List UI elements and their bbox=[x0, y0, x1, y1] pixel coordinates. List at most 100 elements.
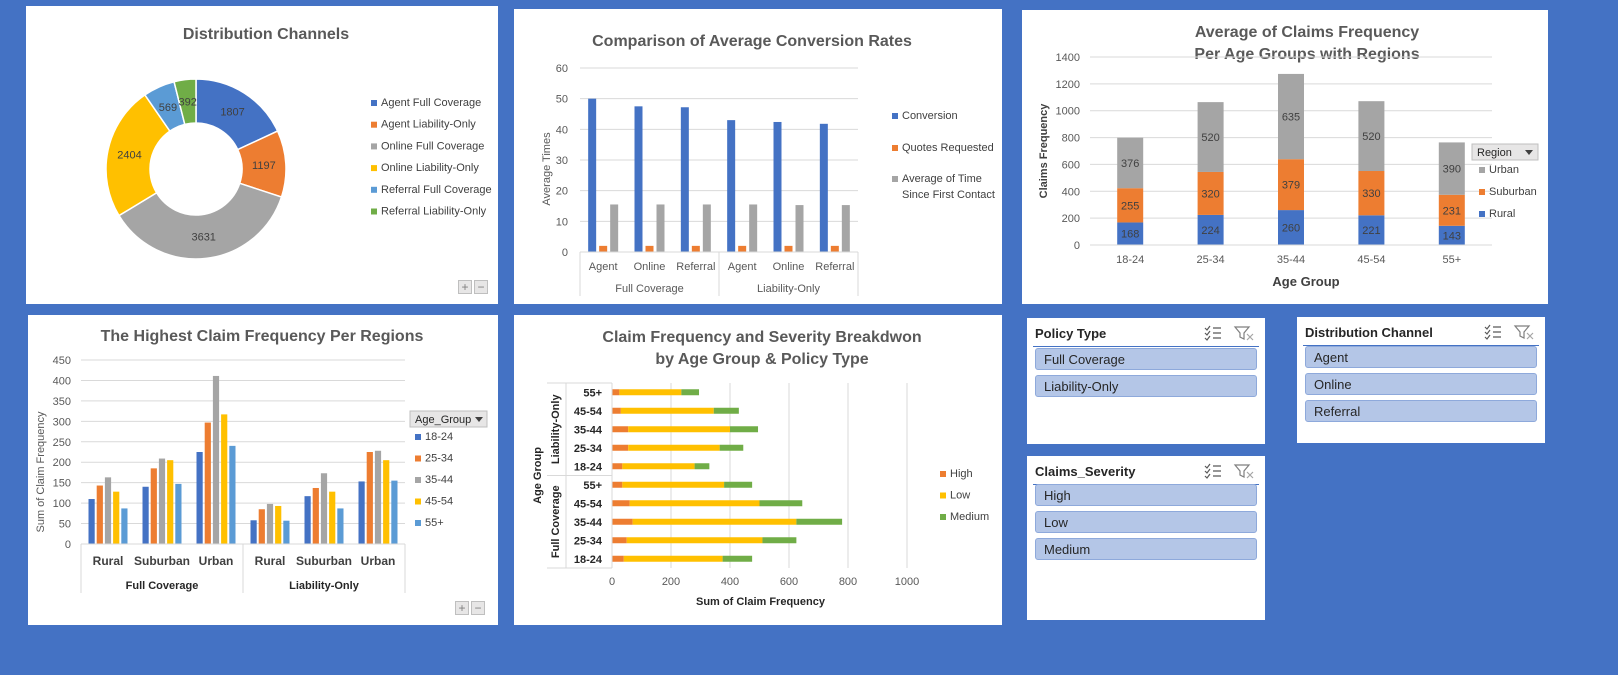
legend-label: Average of Time bbox=[902, 173, 982, 185]
region-filter-button[interactable]: Region bbox=[1471, 143, 1539, 161]
x-tick-label: 25-34 bbox=[1197, 254, 1225, 266]
slicer-item-online[interactable]: Online bbox=[1305, 373, 1537, 395]
claims-frequency-chart: Average of Claims Frequency Per Age Grou… bbox=[1038, 24, 1539, 289]
distribution-channel-slicer: Distribution Channel Agent Online Referr… bbox=[1297, 317, 1545, 443]
bar-medium bbox=[759, 500, 803, 507]
legend-swatch bbox=[1479, 167, 1485, 173]
slicer-item-medium[interactable]: Medium bbox=[1035, 538, 1257, 560]
expand-button[interactable]: + bbox=[458, 280, 472, 294]
x-tick-label: 800 bbox=[839, 576, 857, 588]
y-tick-label: 250 bbox=[53, 437, 71, 449]
slicer-item-agent[interactable]: Agent bbox=[1305, 346, 1537, 368]
bar-18-24 bbox=[88, 499, 95, 544]
bar-quotes-requested bbox=[599, 245, 608, 252]
legend-label: Conversion bbox=[902, 110, 958, 122]
y-tick-label: 450 bbox=[53, 355, 71, 367]
x-tick-label: Urban bbox=[199, 554, 234, 568]
bar-18-24 bbox=[304, 496, 311, 544]
bar-18-24 bbox=[196, 452, 203, 544]
expand-button[interactable]: + bbox=[455, 601, 469, 615]
clear-filter-icon[interactable] bbox=[1233, 326, 1254, 341]
legend-label: Referral Full Coverage bbox=[381, 184, 492, 196]
bar-suburban bbox=[1438, 194, 1465, 226]
data-label: 2404 bbox=[117, 150, 141, 162]
y-tick-label: 50 bbox=[556, 94, 568, 106]
bar-urban bbox=[1438, 142, 1465, 195]
group-label: Liability-Only bbox=[289, 580, 360, 592]
data-label: 1197 bbox=[252, 160, 276, 172]
multi-select-icon[interactable] bbox=[1204, 325, 1221, 341]
x-tick-label: 0 bbox=[609, 576, 615, 588]
age-group-filter-label: Age_Group bbox=[415, 414, 471, 426]
slicer-item-full-coverage[interactable]: Full Coverage bbox=[1035, 348, 1257, 370]
bar-medium bbox=[796, 518, 843, 525]
multi-select-icon[interactable] bbox=[1204, 463, 1221, 479]
legend-label: Medium bbox=[950, 511, 989, 523]
data-label: 224 bbox=[1201, 225, 1219, 237]
legend-swatch bbox=[1479, 211, 1485, 217]
bar-medium bbox=[722, 555, 753, 562]
legend-swatch bbox=[371, 100, 377, 106]
bar-low bbox=[622, 463, 695, 470]
clear-filter-icon[interactable] bbox=[1513, 325, 1534, 340]
bar-high bbox=[612, 537, 627, 544]
clear-filter-icon[interactable] bbox=[1233, 464, 1254, 479]
group-label: Full Coverage bbox=[615, 283, 683, 295]
x-tick-label: Online bbox=[634, 261, 666, 273]
bar-45-54 bbox=[167, 460, 174, 544]
bar-quotes-requested bbox=[830, 245, 839, 252]
x-tick-label: 35-44 bbox=[1277, 254, 1305, 266]
distribution-channels-panel: Distribution Channels 1807 1197 3631 2404 56… bbox=[26, 6, 498, 304]
data-label: 221 bbox=[1362, 225, 1380, 237]
bar-55 bbox=[337, 508, 344, 544]
slicer-item-liability-only[interactable]: Liability-Only bbox=[1035, 375, 1257, 397]
bar-45-54 bbox=[113, 491, 120, 544]
legend-swatch bbox=[940, 514, 946, 520]
legend-swatch bbox=[415, 455, 421, 462]
collapse-button[interactable]: − bbox=[471, 601, 485, 615]
y-tick-label: 20 bbox=[556, 186, 568, 198]
multi-select-icon[interactable] bbox=[1484, 324, 1501, 340]
data-label: 231 bbox=[1443, 205, 1461, 217]
conversion-rates-panel: Comparison of Average Conversion Rates A… bbox=[514, 9, 1002, 304]
bar-low bbox=[620, 407, 714, 414]
legend-swatch bbox=[892, 145, 898, 151]
bar-25-34 bbox=[204, 422, 211, 544]
bar-low bbox=[622, 481, 725, 488]
slicer-item-referral[interactable]: Referral bbox=[1305, 400, 1537, 422]
y-tick-label: 100 bbox=[53, 498, 71, 510]
legend-swatch bbox=[371, 143, 377, 150]
legend-label: High bbox=[950, 468, 973, 480]
y-tick-label: 50 bbox=[59, 519, 71, 531]
bar-45-54 bbox=[275, 505, 282, 544]
bar-high bbox=[612, 555, 624, 562]
y-tick-label: 0 bbox=[1074, 240, 1080, 252]
slicer-item-high[interactable]: High bbox=[1035, 484, 1257, 506]
y-axis-label: Claims Frequency bbox=[1038, 103, 1050, 199]
y-tick-label: 40 bbox=[556, 124, 568, 136]
data-label: 330 bbox=[1362, 188, 1380, 200]
collapse-button[interactable]: − bbox=[474, 280, 488, 294]
bar-suburban bbox=[1278, 159, 1304, 211]
y-tick-label: 200 bbox=[1062, 213, 1080, 225]
data-label: 260 bbox=[1282, 223, 1300, 235]
bar-35-44 bbox=[212, 375, 220, 544]
bar-conversion bbox=[773, 121, 782, 253]
legend-swatch bbox=[415, 477, 421, 483]
chart-subtitle: Per Age Groups with Regions bbox=[1194, 46, 1419, 63]
regions-chart: The Highest Claim Frequency Per Regions … bbox=[35, 328, 488, 593]
donut-slice-referral-liability-only bbox=[173, 78, 197, 126]
data-label: 320 bbox=[1201, 188, 1219, 200]
bar-suburban bbox=[1117, 188, 1144, 223]
age-group-filter-button[interactable]: Age_Group bbox=[409, 410, 488, 428]
bar-35-44 bbox=[266, 503, 274, 544]
slicer-item-low[interactable]: Low bbox=[1035, 511, 1257, 533]
group-label: Liability-Only bbox=[757, 283, 820, 295]
y-tick-label: 800 bbox=[1062, 133, 1080, 145]
bar-average-of-time-since-first-contact bbox=[749, 204, 758, 252]
chart-title: The Highest Claim Frequency Per Regions bbox=[101, 328, 424, 345]
x-tick-label: 1000 bbox=[895, 576, 919, 588]
legend-swatch bbox=[1479, 189, 1485, 195]
bar-medium bbox=[730, 426, 759, 433]
x-tick-label: Agent bbox=[728, 261, 757, 273]
